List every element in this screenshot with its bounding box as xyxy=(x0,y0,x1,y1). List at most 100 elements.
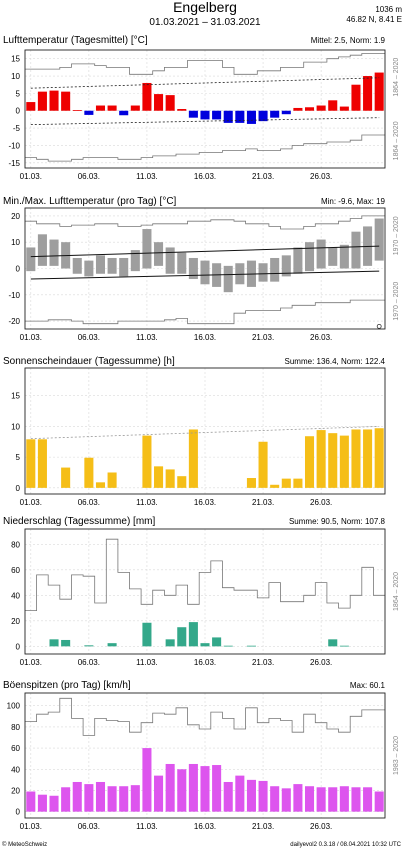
plot-frame xyxy=(24,49,386,169)
precip-bar xyxy=(223,645,233,647)
sunshine-bar xyxy=(270,484,280,488)
y-tick-label: 0 xyxy=(16,642,21,651)
temp-bar xyxy=(61,91,71,111)
gusts-bar xyxy=(72,781,82,812)
minmax-bar xyxy=(316,239,326,269)
minmax-bar xyxy=(351,231,361,269)
minmax-bar xyxy=(142,229,152,269)
chart-gusts: Böenspitzen (pro Tag) [km/h] Max: 60.1 0 20… xyxy=(3,680,400,831)
temp-bar xyxy=(119,110,129,116)
gusts-bar xyxy=(270,786,280,812)
temp-bar xyxy=(154,94,164,111)
precip-bar xyxy=(246,645,256,647)
y-tick-label: 40 xyxy=(11,765,20,774)
norm-line xyxy=(30,245,380,258)
x-tick-label: 06.03. xyxy=(78,498,100,507)
y-tick-label: 60 xyxy=(11,566,20,575)
y-tick-label: 80 xyxy=(11,723,20,732)
temp-bar xyxy=(95,105,106,111)
x-tick-label: 21.03. xyxy=(252,658,274,667)
minmax-bar xyxy=(154,242,164,266)
precip-bar xyxy=(200,643,210,647)
sunshine-bar xyxy=(328,433,338,488)
y-tick-label: -20 xyxy=(8,317,20,326)
sunshine-bar xyxy=(363,429,373,488)
station-name: Engelberg xyxy=(173,0,237,15)
plot-frame xyxy=(24,528,386,655)
minmax-bar xyxy=(200,260,210,285)
chart-summary: Max: 60.1 xyxy=(350,681,386,690)
x-tick-label: 06.03. xyxy=(78,822,100,831)
gusts-bar xyxy=(304,786,315,812)
gusts-bar xyxy=(107,786,117,812)
gusts-bar xyxy=(130,785,140,812)
plot-frame xyxy=(24,207,386,330)
gusts-bar xyxy=(258,780,268,812)
plot-frame xyxy=(24,367,386,495)
x-tick-label: 01.03. xyxy=(20,822,42,831)
temp-bar xyxy=(212,110,222,120)
gusts-bar xyxy=(339,786,349,812)
sunshine-bar xyxy=(304,436,315,488)
minmax-bar xyxy=(235,263,245,285)
minmax-bar xyxy=(26,247,36,272)
minmax-bar xyxy=(328,247,338,266)
x-tick-label: 26.03. xyxy=(310,498,332,507)
chart-title: Sonnenscheindauer (Tagessumme) [h] xyxy=(3,356,175,367)
sunshine-bar xyxy=(107,472,117,488)
temp-bar xyxy=(26,102,36,111)
y-tick-label: -15 xyxy=(8,159,20,168)
minmax-bar xyxy=(107,257,117,274)
sunshine-bar xyxy=(293,478,303,488)
temp-bar xyxy=(130,105,140,111)
sunshine-bar xyxy=(95,482,106,488)
precip-bar xyxy=(142,622,152,647)
temp-bar xyxy=(304,107,315,111)
minmax-bar xyxy=(304,242,315,272)
gusts-bar xyxy=(293,784,303,812)
precip-bar xyxy=(177,627,187,647)
x-tick-label: 01.03. xyxy=(20,498,42,507)
y-tick-label: 20 xyxy=(11,617,20,626)
y-tick-label: 20 xyxy=(11,212,20,221)
minmax-bar xyxy=(165,247,175,274)
gusts-bar xyxy=(374,791,384,812)
minmax-bar xyxy=(293,247,303,274)
x-tick-label: 21.03. xyxy=(252,333,274,342)
y-tick-label: 80 xyxy=(11,540,20,549)
sunshine-bar xyxy=(188,429,198,488)
x-tick-label: 16.03. xyxy=(194,658,216,667)
x-tick-label: 06.03. xyxy=(78,658,100,667)
y-tick-label: 0 xyxy=(16,808,21,817)
x-tick-label: 01.03. xyxy=(20,333,42,342)
minmax-bar xyxy=(84,260,94,277)
period-side-label: 1970 – 2020 xyxy=(393,282,400,321)
x-tick-label: 16.03. xyxy=(194,822,216,831)
y-tick-label: 0 xyxy=(16,265,21,274)
minmax-bar xyxy=(339,244,349,269)
x-tick-label: 26.03. xyxy=(310,822,332,831)
precip-bar xyxy=(165,639,175,647)
temp-bar xyxy=(200,110,210,120)
gusts-bar xyxy=(95,781,106,812)
x-tick-label: 21.03. xyxy=(252,172,274,181)
y-tick-label: -10 xyxy=(8,141,20,150)
y-tick-label: 15 xyxy=(11,392,20,401)
chart-temp_minmax: Min./Max. Lufttemperatur (pro Tag) [°C] M… xyxy=(3,196,400,342)
temp-bar xyxy=(165,95,175,111)
temp-bar xyxy=(188,110,198,118)
sunshine-bar xyxy=(165,469,175,488)
extreme-envelope xyxy=(25,538,385,611)
chart-summary: Summe: 136.4, Norm: 122.4 xyxy=(285,357,386,366)
chart-temp_mean: Lufttemperatur (Tagesmittel) [°C] Mittel:… xyxy=(3,35,400,181)
y-tick-label: 15 xyxy=(11,55,20,64)
extreme-envelope xyxy=(25,215,385,230)
minmax-bar xyxy=(119,257,129,277)
gusts-bar xyxy=(61,787,71,812)
footer-copyright: © MeteoSchweiz xyxy=(2,841,47,848)
temp-bar xyxy=(72,110,82,111)
norm-line xyxy=(30,270,380,280)
precip-bar xyxy=(212,637,222,647)
precip-bar xyxy=(328,639,338,647)
